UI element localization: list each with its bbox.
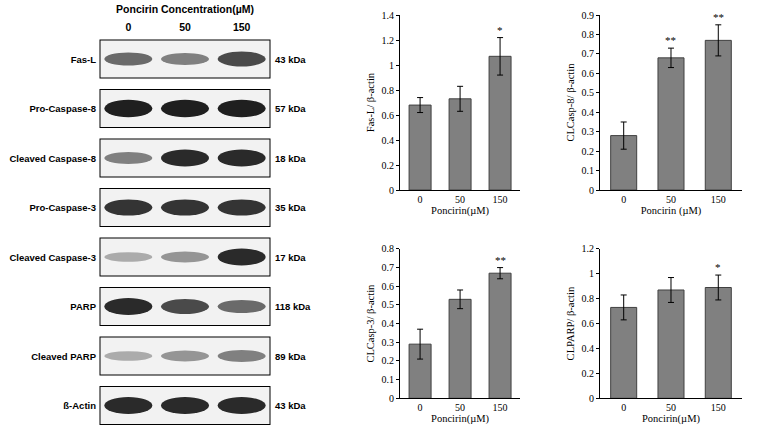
svg-text:17 kDa: 17 kDa [275, 252, 306, 263]
svg-text:0.2: 0.2 [382, 160, 395, 171]
svg-text:0.4: 0.4 [382, 318, 395, 329]
svg-text:150: 150 [493, 194, 508, 205]
svg-text:35 kDa: 35 kDa [275, 202, 306, 213]
svg-text:0.6: 0.6 [582, 68, 595, 79]
svg-text:0: 0 [589, 185, 594, 196]
svg-text:0.4: 0.4 [582, 343, 595, 354]
svg-text:1: 1 [389, 60, 394, 71]
svg-text:57 kDa: 57 kDa [275, 103, 306, 114]
svg-text:Cleaved Caspase-3: Cleaved Caspase-3 [9, 252, 96, 263]
svg-text:1.2: 1.2 [582, 243, 595, 254]
svg-text:0.8: 0.8 [582, 29, 595, 40]
svg-text:50: 50 [666, 194, 676, 205]
svg-text:43 kDa: 43 kDa [275, 400, 306, 411]
svg-text:0.2: 0.2 [582, 368, 595, 379]
svg-text:0.9: 0.9 [582, 10, 595, 21]
svg-text:0.3: 0.3 [382, 337, 395, 348]
svg-text:*: * [497, 24, 503, 36]
svg-text:0.8: 0.8 [382, 243, 395, 254]
svg-text:0: 0 [389, 185, 394, 196]
svg-text:0.1: 0.1 [382, 374, 395, 385]
svg-text:*: * [715, 261, 721, 273]
svg-text:0: 0 [418, 402, 423, 413]
svg-text:0: 0 [621, 402, 626, 413]
svg-text:Fas-L: Fas-L [71, 54, 97, 65]
svg-text:0: 0 [418, 194, 423, 205]
svg-text:0: 0 [621, 194, 626, 205]
svg-text:Poncirin(µM): Poncirin(µM) [642, 413, 700, 425]
svg-text:Pro-Caspase-3: Pro-Caspase-3 [29, 202, 96, 213]
svg-text:PARP: PARP [70, 301, 96, 312]
svg-text:ß-Actin: ß-Actin [63, 400, 96, 411]
svg-text:0.8: 0.8 [582, 293, 595, 304]
svg-text:0.7: 0.7 [582, 48, 595, 59]
svg-text:Cleaved PARP: Cleaved PARP [31, 351, 96, 362]
svg-text:150: 150 [493, 402, 508, 413]
svg-text:1.2: 1.2 [382, 35, 395, 46]
svg-text:150: 150 [711, 402, 726, 413]
svg-text:150: 150 [711, 194, 726, 205]
svg-text:89 kDa: 89 kDa [275, 351, 306, 362]
svg-text:150: 150 [233, 21, 251, 33]
svg-text:1: 1 [589, 268, 594, 279]
svg-text:43 kDa: 43 kDa [275, 54, 306, 65]
svg-text:0.5: 0.5 [382, 299, 395, 310]
svg-text:0.6: 0.6 [582, 318, 595, 329]
svg-text:Poncirin(µM): Poncirin(µM) [431, 413, 489, 425]
svg-text:Fas-L/ β-actin: Fas-L/ β-actin [365, 72, 376, 132]
svg-text:Poncirin (µM): Poncirin (µM) [641, 205, 702, 217]
svg-text:0.2: 0.2 [382, 355, 395, 366]
svg-text:0.6: 0.6 [382, 281, 395, 292]
svg-text:Pro-Caspase-8: Pro-Caspase-8 [29, 103, 96, 114]
svg-text:0.8: 0.8 [382, 85, 395, 96]
svg-text:0.4: 0.4 [582, 107, 595, 118]
svg-text:50: 50 [179, 21, 191, 33]
svg-text:0.5: 0.5 [582, 87, 595, 98]
svg-text:50: 50 [455, 194, 465, 205]
svg-text:0: 0 [125, 21, 131, 33]
svg-text:**: ** [495, 254, 506, 266]
svg-text:**: ** [665, 34, 676, 46]
svg-text:**: ** [713, 11, 724, 23]
svg-text:0.2: 0.2 [582, 146, 595, 157]
svg-text:118 kDa: 118 kDa [275, 301, 311, 312]
svg-text:0: 0 [389, 393, 394, 404]
svg-text:0.1: 0.1 [582, 165, 595, 176]
svg-text:1.4: 1.4 [382, 10, 395, 21]
svg-text:50: 50 [455, 402, 465, 413]
svg-text:Poncirin(µM): Poncirin(µM) [431, 205, 489, 217]
svg-text:0.6: 0.6 [382, 110, 395, 121]
svg-text:Poncirin Concentration(µM): Poncirin Concentration(µM) [116, 3, 254, 15]
svg-text:0.3: 0.3 [582, 126, 595, 137]
svg-text:0.7: 0.7 [382, 262, 395, 273]
svg-text:18 kDa: 18 kDa [275, 153, 306, 164]
svg-text:CLCasp-3/ β-actin: CLCasp-3/ β-actin [365, 284, 376, 363]
svg-text:CLCasp-8/ β-actin: CLCasp-8/ β-actin [565, 63, 576, 142]
svg-text:0: 0 [589, 393, 594, 404]
svg-text:50: 50 [666, 402, 676, 413]
svg-text:0.4: 0.4 [382, 135, 395, 146]
svg-text:Cleaved Caspase-8: Cleaved Caspase-8 [9, 153, 96, 164]
svg-text:CLPARP/ β-actin: CLPARP/ β-actin [565, 286, 576, 360]
